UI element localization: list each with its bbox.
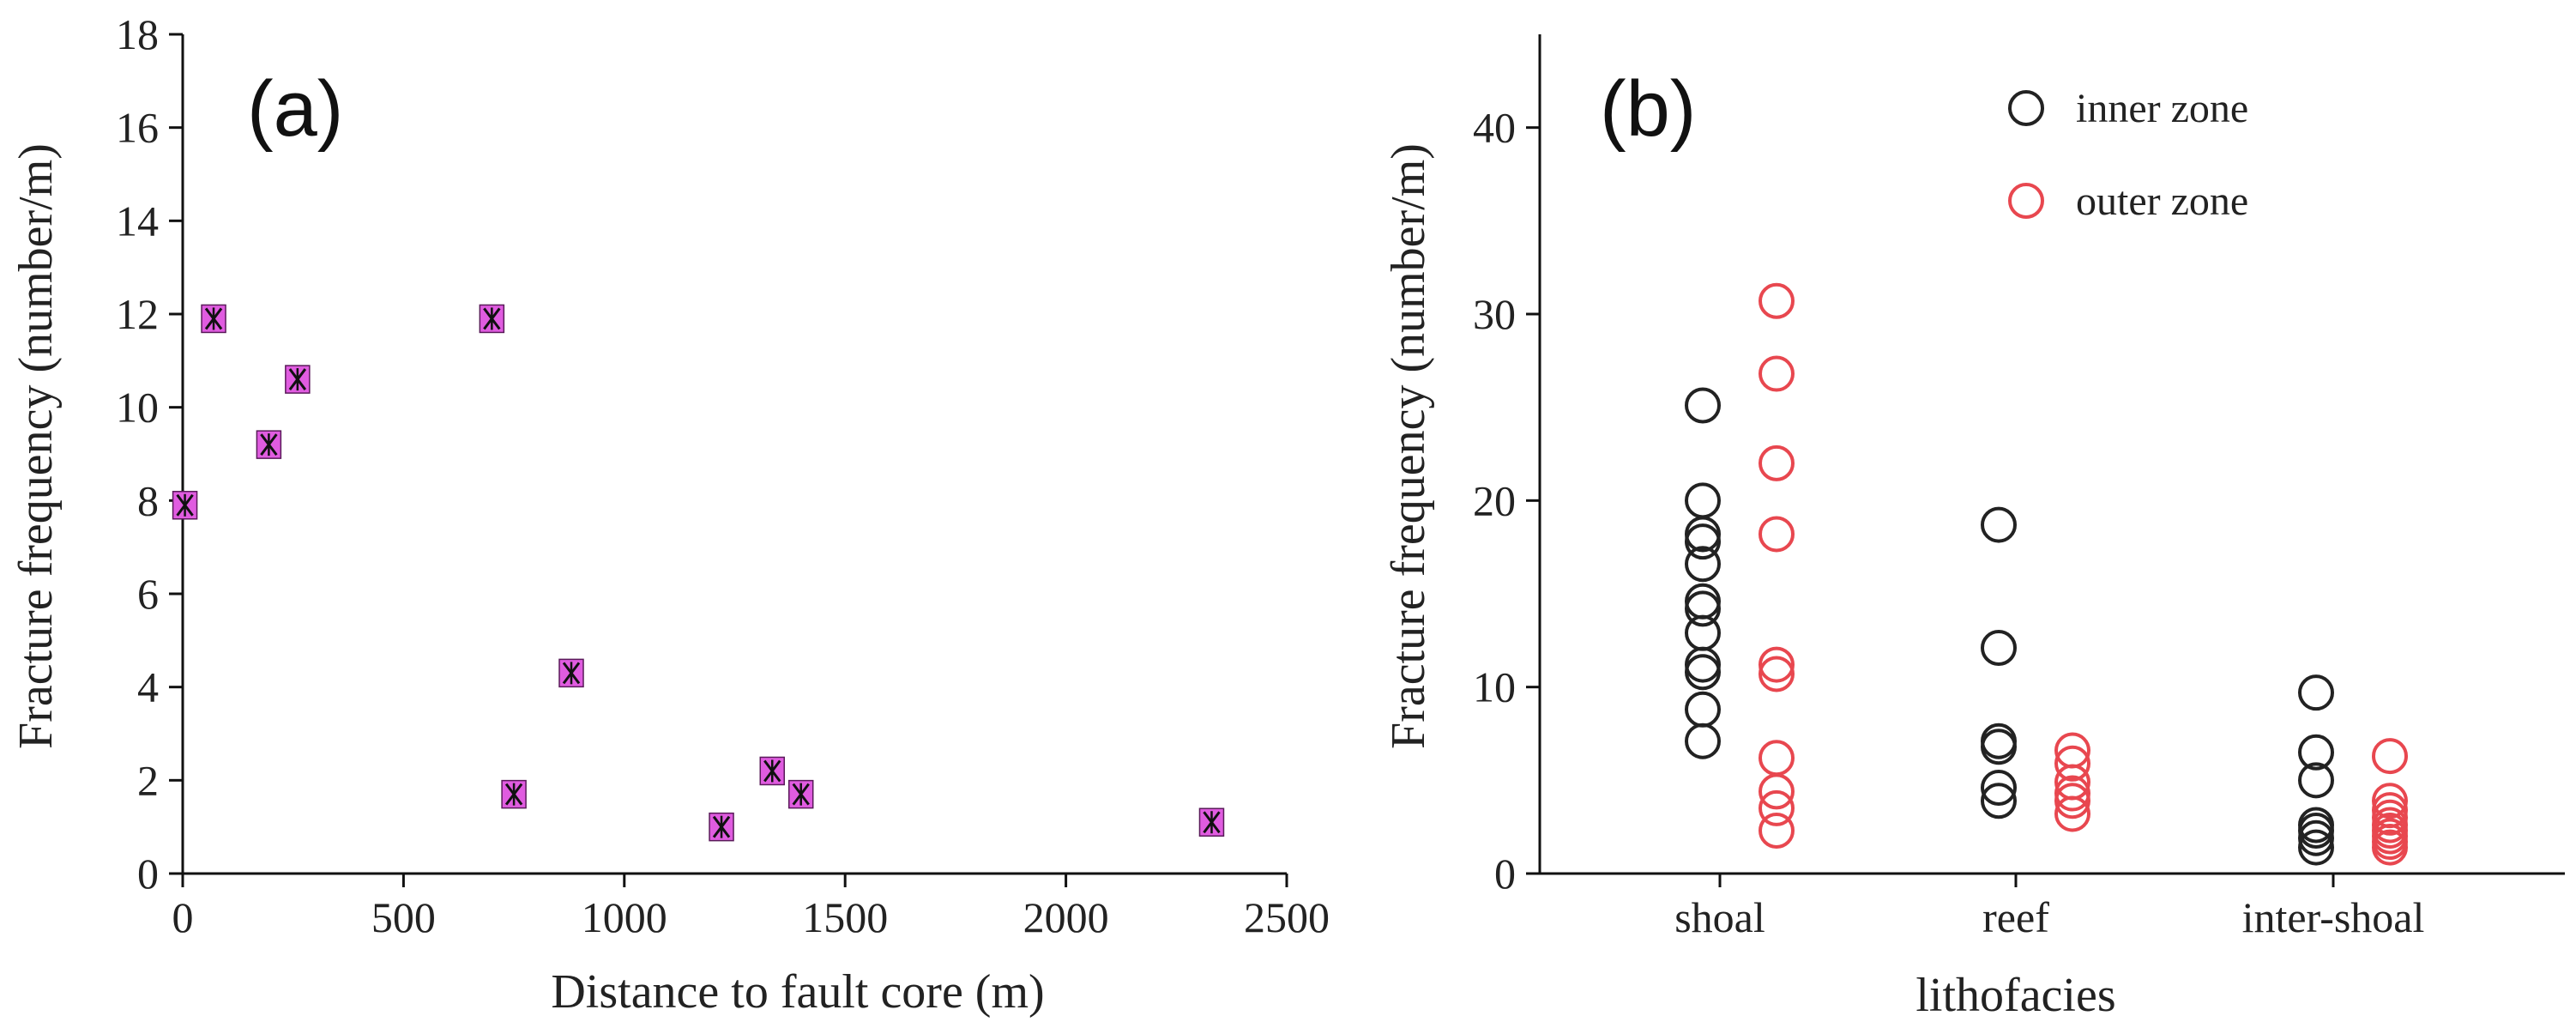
panel-a-y-axis-title: Fracture frequency (number/m) — [9, 143, 63, 749]
panel-a-label: (a) — [247, 65, 343, 153]
panel-b-inner-zone-point — [1981, 770, 2017, 807]
panel-b-outer-zone-point — [2054, 745, 2090, 782]
panel-b-x-tick-label: shoal — [1674, 893, 1765, 941]
panel-b-outer-zone-point — [2054, 783, 2090, 819]
panel-b-chart: (b) shoal reef inter-shoal 0 10 20 30 40 inner… — [1382, 34, 2565, 1022]
panel-a-y-ticks: 0 2 4 6 8 10 12 14 16 18 — [116, 10, 183, 898]
panel-b-y-tick-label: 10 — [1473, 663, 1516, 711]
panel-b-y-tick-label: 40 — [1473, 104, 1516, 152]
panel-b-outer-zone-point — [1759, 282, 1795, 319]
panel-a-data-point — [285, 365, 311, 394]
panel-b-x-tick-label: reef — [1982, 893, 2049, 941]
panel-b-outer-zone-point — [2372, 829, 2408, 866]
panel-b-inner-zone-point — [1685, 691, 1721, 728]
panel-b-inner-zone-point — [1685, 723, 1721, 759]
panel-a-y-tick-label: 6 — [137, 570, 159, 618]
panel-a-data-point — [787, 779, 814, 809]
panel-a-x-tick-label: 0 — [172, 893, 194, 941]
panel-a-chart: (a) 0 500 1000 1500 2000 2500 0 2 4 6 8 10 12 14 16 18… — [9, 10, 1330, 1019]
panel-b-inner-zone-point — [1685, 614, 1721, 651]
panel-b-axes — [1538, 34, 2565, 875]
panel-b-legend: inner zone outer zone — [2008, 86, 2248, 224]
legend-outer-zone-label: outer zone — [2076, 178, 2248, 224]
panel-b-outer-zone-point — [1759, 773, 1795, 810]
panel-a-axes — [181, 34, 1287, 875]
panel-b-inner-zone-point — [1685, 387, 1721, 424]
panel-b-inner-zone-point — [1981, 506, 2017, 543]
panel-a-data-point — [558, 658, 584, 688]
panel-b-y-tick-label: 0 — [1494, 850, 1516, 898]
panel-a-x-ticks: 0 500 1000 1500 2000 2500 — [172, 874, 1330, 941]
panel-b-inner-zone-point — [2298, 819, 2334, 856]
panel-b-y-tick-label: 30 — [1473, 290, 1516, 338]
panel-b-inner-zone-point — [2298, 674, 2334, 711]
panel-a-x-tick-label: 1500 — [802, 893, 888, 941]
panel-a-y-tick-label: 8 — [137, 476, 159, 524]
panel-b-x-axis-title: lithofacies — [1915, 969, 2115, 1022]
panel-b-outer-zone-point — [1759, 789, 1795, 826]
panel-b-outer-zone-point — [1759, 516, 1795, 553]
panel-a-y-tick-label: 12 — [116, 290, 159, 338]
panel-a-data-point — [709, 812, 734, 842]
panel-b-inner-zone-point — [1685, 546, 1721, 583]
panel-a-data-point — [201, 304, 226, 334]
panel-b-y-ticks: 0 10 20 30 40 — [1473, 104, 1540, 898]
panel-b-outer-zone-point — [1759, 813, 1795, 850]
panel-a-x-tick-label: 2500 — [1244, 893, 1330, 941]
legend-outer-zone-marker — [2008, 183, 2044, 219]
panel-b-outer-zone-point — [1759, 355, 1795, 392]
panel-b-label: (b) — [1600, 65, 1696, 153]
panel-a-points — [172, 304, 1225, 842]
panel-a-data-point — [759, 756, 786, 786]
legend-inner-zone-marker — [2008, 90, 2044, 126]
panel-a-y-tick-label: 2 — [137, 756, 159, 804]
panel-b-outer-zone-point — [1759, 444, 1795, 481]
panel-b-inner-zone-point — [1685, 583, 1721, 620]
panel-b-x-ticks: shoal reef inter-shoal — [1674, 874, 2424, 941]
panel-a-data-point — [479, 304, 505, 334]
panel-b-inner-zone-point — [1685, 590, 1721, 627]
panel-b-points — [1685, 282, 2408, 866]
panel-b-inner-zone-point — [2298, 734, 2334, 771]
panel-b-inner-zone-point — [1685, 646, 1721, 683]
panel-b-x-tick-label: inter-shoal — [2242, 893, 2425, 941]
panel-b-outer-zone-point — [1759, 740, 1795, 777]
panel-b-inner-zone-point — [1685, 654, 1721, 691]
panel-a-x-axis-title: Distance to fault core (m) — [551, 965, 1044, 1019]
panel-a-x-tick-label: 500 — [371, 893, 436, 941]
panel-b-outer-zone-point — [1759, 656, 1795, 692]
panel-b-inner-zone-point — [1981, 630, 2017, 667]
panel-a-x-tick-label: 2000 — [1023, 893, 1109, 941]
panel-a-y-tick-label: 18 — [116, 10, 159, 58]
panel-a-y-tick-label: 10 — [116, 384, 159, 432]
panel-a-x-tick-label: 1000 — [582, 893, 667, 941]
panel-a-data-point — [1198, 807, 1225, 837]
panel-b-outer-zone-point — [2372, 783, 2408, 819]
panel-b-inner-zone-point — [2298, 829, 2334, 866]
panel-b-inner-zone-point — [1685, 482, 1721, 519]
panel-b-inner-zone-point — [1685, 516, 1721, 553]
panel-b-inner-zone-point — [1981, 729, 2017, 765]
panel-b-inner-zone-point — [1685, 523, 1721, 560]
panel-a-data-point — [256, 430, 282, 459]
panel-b-outer-zone-point — [1759, 646, 1795, 683]
panel-a-data-point — [172, 491, 198, 520]
panel-a-data-point — [501, 779, 527, 809]
panel-b-outer-zone-point — [2372, 738, 2408, 775]
panel-b-inner-zone-point — [1981, 783, 2017, 819]
panel-b-y-tick-label: 20 — [1473, 476, 1516, 524]
panel-a-y-tick-label: 0 — [137, 850, 159, 898]
panel-a-y-tick-label: 14 — [116, 197, 159, 245]
legend-inner-zone-label: inner zone — [2076, 86, 2248, 131]
panel-b-outer-zone-point — [2054, 795, 2090, 832]
panel-b-inner-zone-point — [2298, 762, 2334, 799]
panel-a-y-tick-label: 4 — [137, 663, 159, 711]
panel-b-y-axis-title: Fracture frequency (number/m) — [1382, 143, 1435, 749]
panel-a-y-tick-label: 16 — [116, 104, 159, 152]
